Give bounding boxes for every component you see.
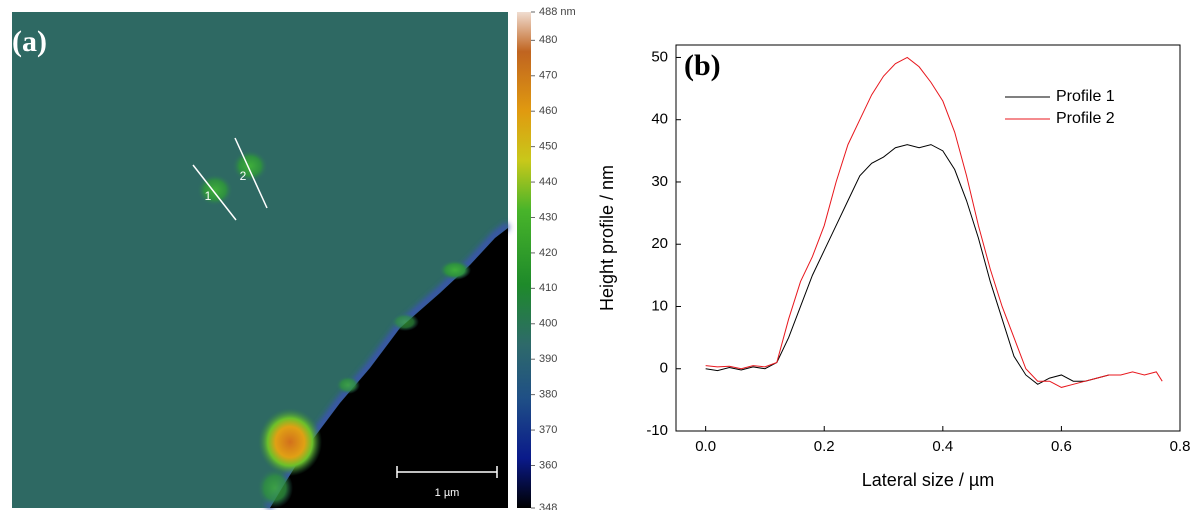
colorbar-tick-label: 430: [539, 211, 557, 223]
profile-line: [705, 144, 1121, 385]
colorbar-tick-label: 450: [539, 141, 557, 153]
panel-label: (a): [12, 25, 47, 58]
colorbar-tick-label: 348: [539, 502, 557, 510]
x-tick-label: 0.6: [1051, 438, 1072, 455]
colorbar-tick-label: 360: [539, 459, 557, 471]
x-tick-label: 0.4: [932, 438, 953, 455]
y-tick-label: 30: [651, 173, 668, 190]
legend-label: Profile 1: [1056, 88, 1115, 105]
x-tick-label: 0.2: [814, 438, 835, 455]
profile-line: [705, 56, 1163, 388]
legend-label: Profile 2: [1056, 110, 1115, 127]
afm-image: 1 2 1 µm (a): [12, 12, 511, 510]
colorbar-tick-label: 400: [539, 318, 557, 330]
colorbar-tick-label: 440: [539, 176, 557, 188]
colorbar-tick-label: 410: [539, 282, 557, 294]
colorbar-tick-label: 488 nm: [539, 6, 576, 18]
profile-label: 1: [205, 189, 212, 203]
profile-label: 2: [240, 169, 247, 183]
colorbar-tick-label: 460: [539, 105, 557, 117]
colorbar-tick-label: 390: [539, 353, 557, 365]
colorbar: [517, 12, 531, 508]
plot-frame: [675, 44, 1181, 432]
scale-bar-label: 1 µm: [435, 487, 460, 499]
colorbar-tick-label: 370: [539, 424, 557, 436]
panel-label: (b): [684, 49, 721, 82]
y-tick-label: 0: [660, 360, 668, 377]
y-tick-label: 10: [651, 297, 668, 314]
y-tick-label: 20: [651, 235, 668, 252]
colorbar-tick-label: 480: [539, 34, 557, 46]
y-tick-label: 50: [651, 48, 668, 65]
colorbar-tick-label: 420: [539, 247, 557, 259]
colorbar-tick-label: 380: [539, 389, 557, 401]
colorbar-tick-label: 470: [539, 70, 557, 82]
x-axis-label: Lateral size / µm: [862, 470, 994, 490]
x-tick-label: 0.8: [1170, 438, 1191, 455]
y-tick-label: -10: [646, 422, 668, 439]
x-tick-label: 0.0: [695, 438, 716, 455]
y-tick-label: 40: [651, 111, 668, 128]
y-axis-label: Height profile / nm: [597, 165, 617, 311]
